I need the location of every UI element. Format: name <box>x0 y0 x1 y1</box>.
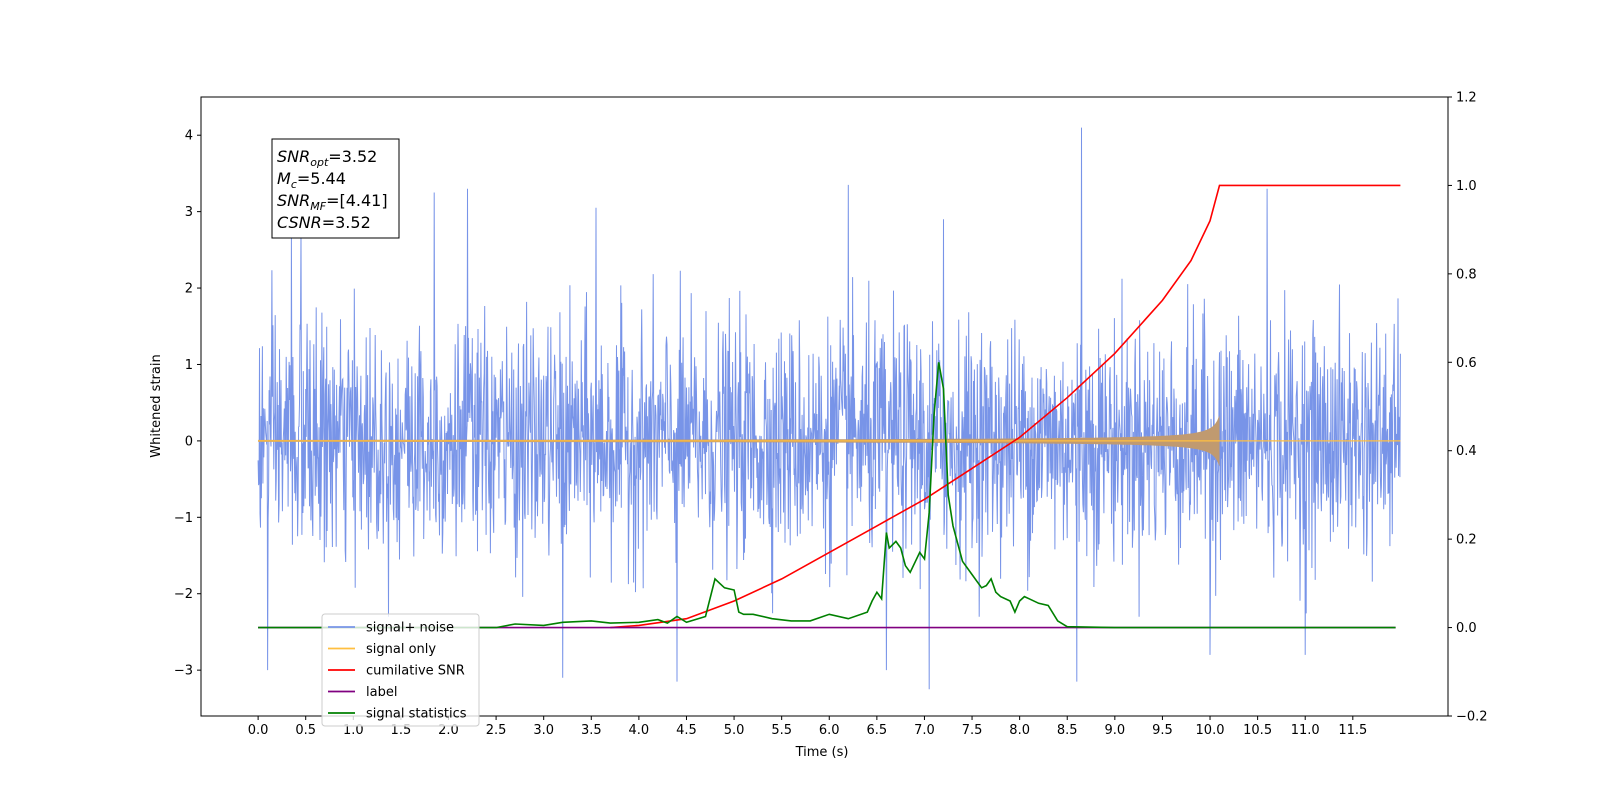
y-tick-label: 4 <box>185 129 193 144</box>
x-tick-label: 6.5 <box>867 723 888 738</box>
y2-tick-label: 0.4 <box>1456 444 1477 459</box>
y2-tick-label: 0.2 <box>1456 533 1477 548</box>
x-tick-label: 1.5 <box>391 723 412 738</box>
x-tick-label: 3.5 <box>581 723 602 738</box>
legend-frame <box>321 613 480 727</box>
legend-label-signal-noise: signal+ noise <box>366 621 454 636</box>
x-tick-label: 10.0 <box>1196 723 1225 738</box>
x-tick-label: 5.5 <box>771 723 792 738</box>
y-tick-label: 2 <box>185 282 193 297</box>
cumilative-snr-series <box>610 184 1401 629</box>
y2-tick-label: 1.2 <box>1456 91 1477 106</box>
x-tick-label: 8.5 <box>1057 723 1078 738</box>
y2-tick-label: 0.6 <box>1456 356 1477 371</box>
signal-noise-series <box>257 127 1401 690</box>
legend: signal+ noise signal only cumilative SNR la… <box>321 613 480 727</box>
x-tick-label: 7.0 <box>914 723 935 738</box>
y-axis-label: Whitened strain <box>149 354 164 457</box>
annotation-line: Mc=5.44 <box>277 169 346 191</box>
annotation-frame <box>271 138 400 239</box>
y2-tick-label: 1.0 <box>1456 179 1477 194</box>
annotation-line: SNRopt=3.52 <box>277 147 377 169</box>
y2-tick-label: 0.8 <box>1456 267 1477 282</box>
x-tick-label: 1.0 <box>343 723 364 738</box>
annotation-line: SNRMF=[4.41] <box>277 191 388 213</box>
y2-tick-label: −0.2 <box>1456 710 1488 725</box>
x-tick-label: 0.5 <box>295 723 316 738</box>
x-tick-label: 9.0 <box>1104 723 1125 738</box>
plot-frame <box>200 96 1449 717</box>
x-tick-label: 11.5 <box>1338 723 1367 738</box>
x-tick-label: 2.5 <box>486 723 507 738</box>
y-tick-label: 0 <box>185 434 193 449</box>
y-tick-label: −3 <box>174 664 193 679</box>
y-tick-label: −1 <box>174 511 193 526</box>
annotation-line: CSNR=3.52 <box>277 213 371 232</box>
legend-label-label: label <box>366 685 397 700</box>
signal-statistics-series <box>258 362 1396 629</box>
x-tick-label: 0.0 <box>248 723 269 738</box>
x-tick-label: 11.0 <box>1291 723 1320 738</box>
x-axis-label: Time (s) <box>795 745 849 760</box>
y-axis-right: 1.2 1.0 0.8 0.6 0.4 0.2 0.0 −0.2 <box>1448 91 1488 725</box>
signal-only-series <box>258 415 1401 467</box>
legend-label-cumilative-snr: cumilative SNR <box>366 664 465 679</box>
x-axis: 0.0 0.5 1.0 1.5 2.0 2.5 3.0 3.5 4.0 4.5 5.0 5.5 6.0 6… <box>248 716 1367 738</box>
x-tick-label: 6.0 <box>819 723 840 738</box>
x-tick-label: 4.0 <box>629 723 650 738</box>
x-tick-label: 7.5 <box>962 723 983 738</box>
x-tick-label: 3.0 <box>533 723 554 738</box>
y-tick-label: −2 <box>174 587 193 602</box>
x-tick-label: 9.5 <box>1152 723 1173 738</box>
y2-tick-label: 0.0 <box>1456 621 1477 636</box>
legend-label-signal-only: signal only <box>366 642 436 657</box>
x-tick-label: 4.5 <box>676 723 697 738</box>
x-tick-label: 8.0 <box>1009 723 1030 738</box>
y-tick-label: 3 <box>185 205 193 220</box>
y-axis-left: 4 3 2 1 0 −1 −2 −3 <box>174 129 201 679</box>
x-tick-label: 5.0 <box>724 723 745 738</box>
x-tick-label: 10.5 <box>1243 723 1272 738</box>
y-tick-label: 1 <box>185 358 193 373</box>
x-tick-label: 2.0 <box>438 723 459 738</box>
legend-label-signal-statistics: signal statistics <box>366 707 467 722</box>
